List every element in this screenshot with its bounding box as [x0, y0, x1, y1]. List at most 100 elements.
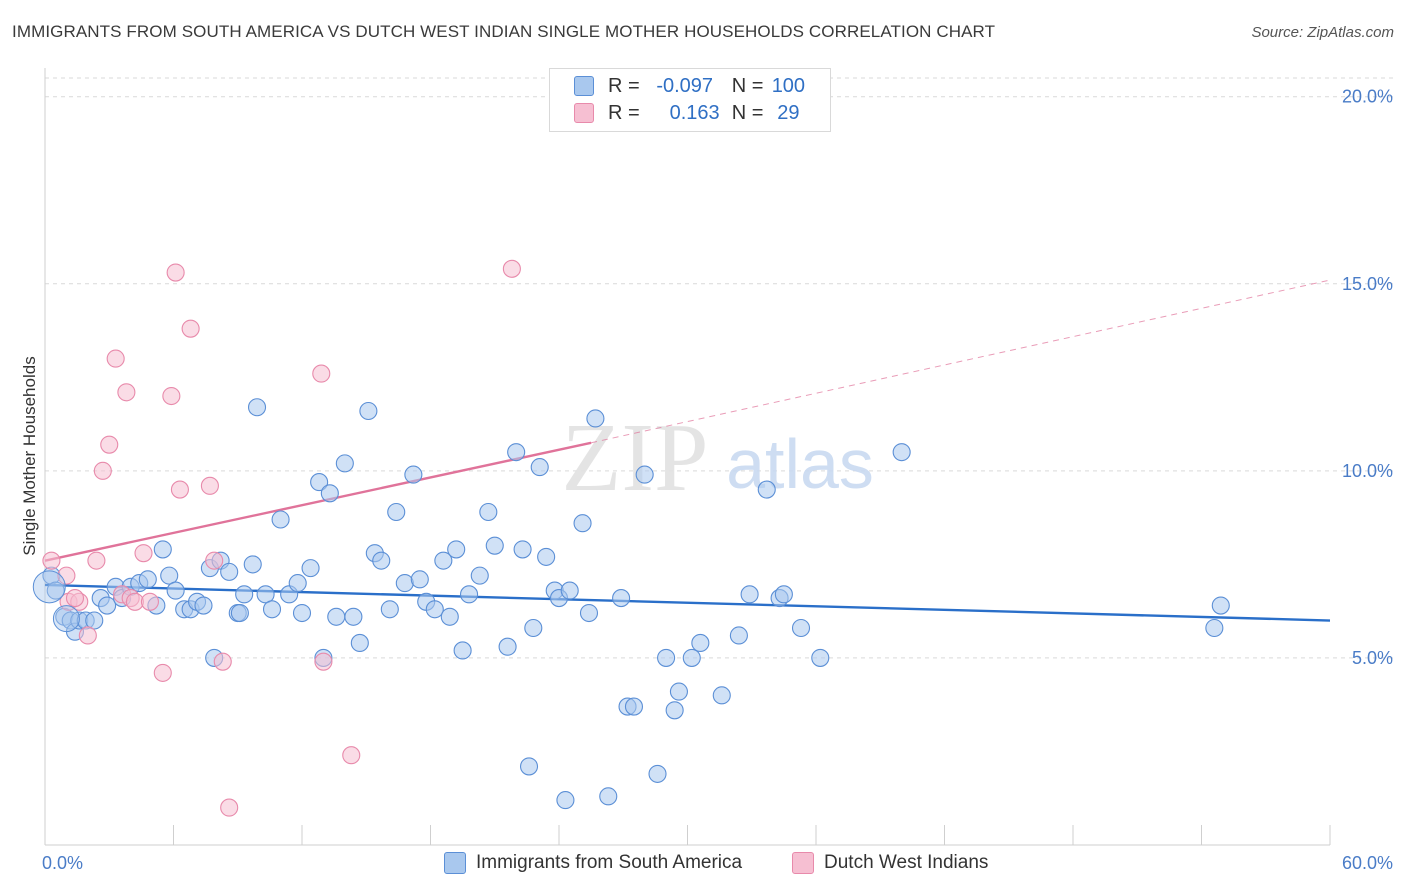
point-south-america [712, 686, 731, 705]
tick-labels: 5.0% 10.0% 15.0% 20.0% 0.0% 60.0% [42, 87, 1393, 873]
point-dutch-west-indian [162, 386, 181, 406]
point-dutch-west-indian [140, 592, 159, 611]
point-south-america [524, 618, 543, 638]
point-south-america-cluster [32, 570, 66, 604]
point-dutch-west-indian [78, 626, 97, 645]
legend-row-pink: R = 0.163 N = 29 [574, 101, 813, 125]
point-dutch-west-indian [312, 364, 331, 383]
point-dutch-west-indian [87, 551, 106, 570]
point-south-america [235, 585, 254, 604]
point-south-america [1205, 618, 1224, 638]
watermark: ZIP atlas [562, 404, 874, 512]
point-south-america [335, 454, 354, 473]
point-south-america [757, 480, 776, 499]
trend-line-pink [44, 441, 592, 562]
point-south-america [648, 764, 667, 783]
point-south-america [530, 458, 549, 477]
point-dutch-west-indian [314, 652, 333, 671]
point-south-america [425, 600, 444, 619]
point-south-america [665, 701, 684, 720]
point-dutch-west-indian [106, 349, 125, 368]
point-south-america [470, 566, 489, 585]
y-tick-label: 15.0% [1342, 274, 1393, 294]
chart-title: IMMIGRANTS FROM SOUTH AMERICA VS DUTCH W… [12, 22, 996, 41]
point-south-america [892, 443, 911, 462]
point-south-america [262, 600, 282, 619]
y-tick-label: 10.0% [1342, 461, 1393, 481]
point-south-america [811, 648, 830, 667]
point-south-america [327, 607, 346, 626]
point-south-america [404, 465, 423, 484]
point-south-america [682, 648, 701, 667]
source-label: Source: ZipAtlas.com [1251, 24, 1394, 41]
point-south-america [791, 618, 811, 638]
bottom-legend-pink: Dutch West Indians [792, 852, 988, 874]
point-south-america [160, 566, 179, 585]
point-south-america [98, 596, 117, 615]
point-dutch-west-indian [153, 663, 172, 682]
point-south-america [560, 581, 579, 600]
bottom-legend-blue: Immigrants from South America [444, 852, 742, 874]
legend-r-value: -0.097 [656, 74, 714, 97]
legend-swatch-pink [574, 103, 594, 123]
y-tick-label: 5.0% [1352, 648, 1393, 668]
point-dutch-west-indian [502, 259, 521, 278]
point-south-america [320, 484, 339, 503]
point-south-america [573, 514, 592, 533]
watermark-zip: ZIP [562, 404, 709, 512]
point-south-america [359, 401, 378, 421]
point-south-america [344, 607, 363, 626]
point-south-america [586, 409, 605, 428]
point-dutch-west-indian [134, 544, 153, 563]
point-south-america [166, 581, 185, 600]
legend-r-label: R = [608, 101, 640, 124]
point-dutch-west-indian [170, 480, 189, 499]
point-south-america [350, 633, 369, 653]
legend-swatch-blue [574, 76, 594, 96]
point-south-america [691, 633, 710, 653]
bottom-legend-label-pink: Dutch West Indians [824, 852, 989, 873]
point-dutch-west-indian [166, 263, 185, 282]
point-south-america [507, 443, 526, 462]
bottom-legend-swatch-blue [444, 852, 466, 874]
point-south-america [220, 562, 239, 581]
point-south-america [247, 398, 267, 417]
point-dutch-west-indian [181, 319, 200, 338]
legend-row-blue: R = -0.097 N = 100 [574, 74, 813, 98]
point-dutch-west-indian [205, 551, 224, 570]
point-south-america [579, 603, 599, 623]
bottom-legend-label-blue: Immigrants from South America [476, 852, 743, 873]
x-tick-label: 0.0% [42, 853, 83, 873]
legend-box: R = -0.097 N = 100 R = 0.163 N = 29 [549, 68, 831, 132]
point-south-america [194, 596, 213, 615]
point-south-america [372, 551, 391, 570]
point-south-america [447, 540, 466, 559]
point-dutch-west-indian [93, 461, 112, 480]
legend-n-value: 29 [777, 101, 800, 124]
point-south-america [459, 585, 479, 604]
point-south-america [729, 626, 748, 645]
point-south-america [46, 581, 65, 600]
data-points [32, 259, 1230, 817]
point-south-america [599, 787, 618, 806]
point-dutch-west-indian [213, 652, 232, 671]
legend-r-label: R = [608, 74, 640, 97]
y-tick-label: 20.0% [1342, 87, 1393, 107]
point-south-america [230, 603, 249, 623]
legend-n-value: 100 [771, 74, 806, 97]
legend-n-label: N = [731, 74, 764, 97]
point-south-america [440, 607, 459, 626]
point-south-america [453, 641, 472, 660]
point-south-america [243, 555, 262, 574]
point-south-america [387, 502, 406, 522]
point-south-america [635, 465, 654, 484]
point-south-america [292, 603, 312, 623]
point-south-america [380, 600, 399, 619]
axes [44, 68, 1331, 846]
watermark-atlas: atlas [726, 425, 874, 503]
point-dutch-west-indian [117, 383, 136, 402]
trend-extension-pink [591, 279, 1331, 444]
point-dutch-west-indian [42, 551, 61, 570]
point-south-america-cluster [52, 605, 80, 633]
